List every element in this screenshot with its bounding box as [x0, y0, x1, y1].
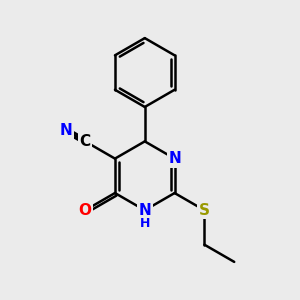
Text: C: C	[80, 134, 91, 149]
Text: N: N	[138, 203, 151, 218]
Text: O: O	[79, 203, 92, 218]
Text: S: S	[199, 203, 210, 218]
Text: N: N	[59, 123, 72, 138]
Text: N: N	[168, 151, 181, 166]
Text: H: H	[140, 217, 150, 230]
